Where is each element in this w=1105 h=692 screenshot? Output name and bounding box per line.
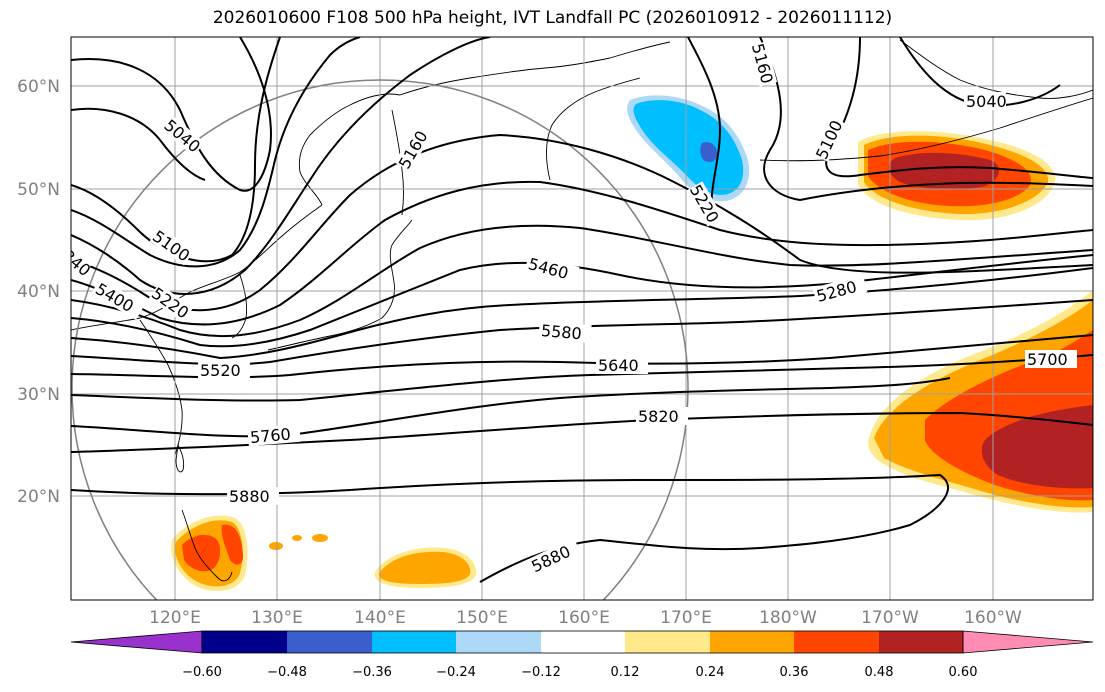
contour-5520 bbox=[71, 267, 1093, 360]
landfall-radius-circle bbox=[71, 79, 689, 600]
coastline-kamchatka bbox=[546, 77, 641, 181]
contour-label: 5700 bbox=[1027, 350, 1068, 369]
lat-label: 30°N bbox=[17, 385, 60, 405]
lon-label: 140°E bbox=[354, 608, 406, 628]
coastline-sakhalin bbox=[391, 109, 404, 216]
contour-5220 bbox=[71, 37, 491, 295]
coastline-aleutians bbox=[759, 97, 1093, 162]
contour-5880-south bbox=[71, 473, 950, 583]
colorbar-segment bbox=[372, 631, 456, 653]
contour-label: 5820 bbox=[638, 407, 679, 426]
colorbar-segment bbox=[710, 631, 794, 653]
colorbar-segment bbox=[541, 631, 625, 653]
colorbar-segment bbox=[794, 631, 879, 653]
contour-5100-right bbox=[825, 37, 1093, 179]
lon-label: 160°W bbox=[964, 608, 1022, 628]
contour-5040 bbox=[71, 37, 272, 192]
contour-5280 bbox=[71, 133, 1093, 312]
coastline-japan bbox=[267, 219, 413, 351]
coastline-asia-mainland bbox=[71, 93, 401, 331]
ivt-small-blob bbox=[292, 535, 302, 541]
contour-5100 bbox=[71, 37, 281, 263]
contour-5460 bbox=[71, 254, 1093, 348]
contour-5400 bbox=[71, 224, 1093, 338]
colorbar-segment bbox=[879, 631, 963, 653]
colorbar-segment bbox=[287, 631, 372, 653]
coastline-alaska bbox=[899, 39, 1093, 99]
contour-5700 bbox=[71, 354, 1093, 402]
lon-label: 170°E bbox=[660, 608, 712, 628]
ivt-small-blob bbox=[312, 534, 328, 542]
ivt-positive-region-southeast bbox=[981, 405, 1093, 489]
ivt-positive-region-mariana bbox=[378, 551, 471, 584]
contour-label: 5040 bbox=[966, 92, 1007, 111]
colorbar-tick-label: 0.48 bbox=[865, 665, 894, 680]
lat-label: 40°N bbox=[17, 282, 60, 302]
colorbar-tick-label: −0.48 bbox=[267, 665, 307, 680]
contour-5160-right bbox=[759, 37, 1093, 202]
contour-label: 5880 bbox=[229, 487, 270, 506]
contour-5820 bbox=[71, 411, 1093, 453]
lon-label: 150°E bbox=[456, 608, 508, 628]
lon-label: 120°E bbox=[149, 608, 201, 628]
map-frame bbox=[70, 36, 1094, 601]
colorbar-extend-right bbox=[962, 630, 1094, 654]
colorbar-extend-left bbox=[70, 630, 203, 654]
colorbar-tick-label: −0.12 bbox=[521, 665, 561, 680]
colorbar-tick-label: 0.24 bbox=[696, 665, 725, 680]
contour-label: 5580 bbox=[540, 321, 582, 343]
colorbar: −0.60 −0.48 −0.36 −0.24 −0.12 0.12 0.24 … bbox=[70, 630, 1094, 680]
coastline-east-siberia bbox=[399, 41, 671, 96]
colorbar-tick-label: 0.60 bbox=[949, 665, 978, 680]
lat-label: 50°N bbox=[17, 180, 60, 200]
ivt-positive-region-philippines bbox=[182, 534, 221, 572]
lon-label: 180°W bbox=[759, 608, 817, 628]
lat-label: 60°N bbox=[17, 77, 60, 97]
colorbar-segment bbox=[456, 631, 541, 653]
lon-label: 130°E bbox=[251, 608, 303, 628]
colorbar-segment bbox=[625, 631, 710, 653]
colorbar-tick-label: 0.12 bbox=[611, 665, 640, 680]
coastline-philippines bbox=[181, 509, 233, 582]
lon-label: 160°E bbox=[558, 608, 610, 628]
contour-label: 5520 bbox=[200, 361, 241, 380]
contour-label: 5640 bbox=[598, 356, 639, 375]
chart-title: 2026010600 F108 500 hPa height, IVT Land… bbox=[212, 8, 893, 28]
ivt-positive-region-north bbox=[888, 152, 1000, 190]
colorbar-segment bbox=[202, 631, 287, 653]
lat-label: 20°N bbox=[17, 487, 60, 507]
contour-5340 bbox=[71, 180, 1093, 326]
colorbar-tick-label: −0.24 bbox=[436, 665, 476, 680]
contour-5220-right bbox=[687, 37, 722, 221]
colorbar-tick-label: 0.36 bbox=[780, 665, 809, 680]
ivt-negative-region bbox=[700, 142, 718, 162]
colorbar-tick-label: −0.60 bbox=[182, 665, 222, 680]
lon-labels: 120°E 130°E 140°E 150°E 160°E 170°E 180°… bbox=[149, 608, 1022, 628]
lon-label: 170°W bbox=[861, 608, 919, 628]
lat-labels: 60°N 50°N 40°N 30°N 20°N bbox=[17, 77, 60, 507]
contour-4980 bbox=[71, 107, 206, 181]
contour-5760 bbox=[71, 377, 951, 438]
ivt-small-blob bbox=[269, 542, 283, 550]
contour-5160 bbox=[71, 37, 361, 268]
ivt-positive-region-philippines bbox=[221, 524, 244, 565]
coastline-taiwan bbox=[175, 443, 185, 473]
contour-label: 5760 bbox=[249, 425, 291, 447]
map-background bbox=[71, 37, 1093, 600]
colorbar-tick-label: −0.36 bbox=[352, 665, 392, 680]
